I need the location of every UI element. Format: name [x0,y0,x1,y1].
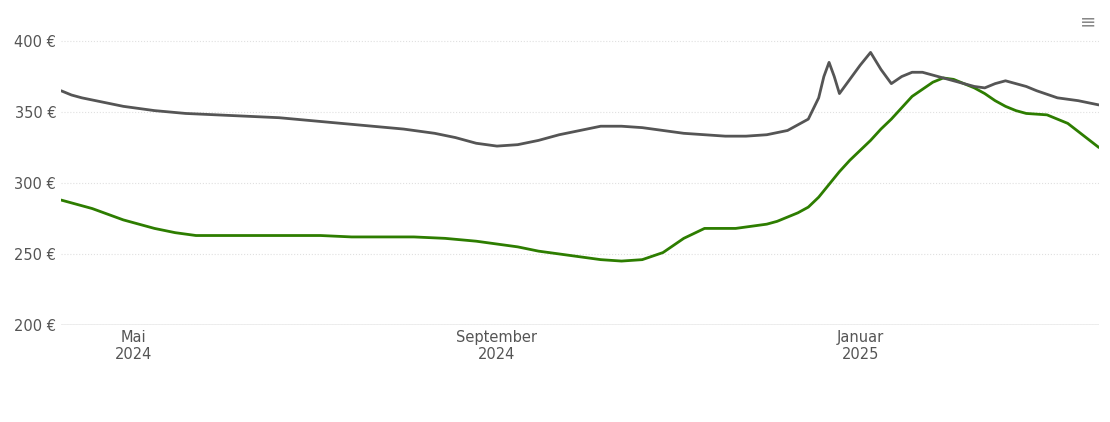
Text: ≡: ≡ [1080,13,1097,32]
